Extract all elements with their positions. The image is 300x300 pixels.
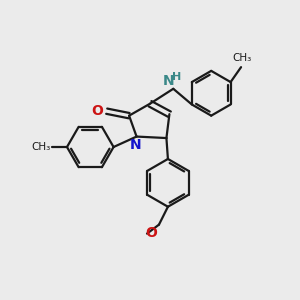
Text: CH₃: CH₃ bbox=[232, 53, 252, 63]
Text: O: O bbox=[146, 226, 158, 240]
Text: CH₃: CH₃ bbox=[31, 142, 51, 152]
Text: H: H bbox=[172, 72, 181, 82]
Text: N: N bbox=[163, 74, 174, 88]
Text: N: N bbox=[129, 138, 141, 152]
Text: O: O bbox=[91, 104, 103, 118]
